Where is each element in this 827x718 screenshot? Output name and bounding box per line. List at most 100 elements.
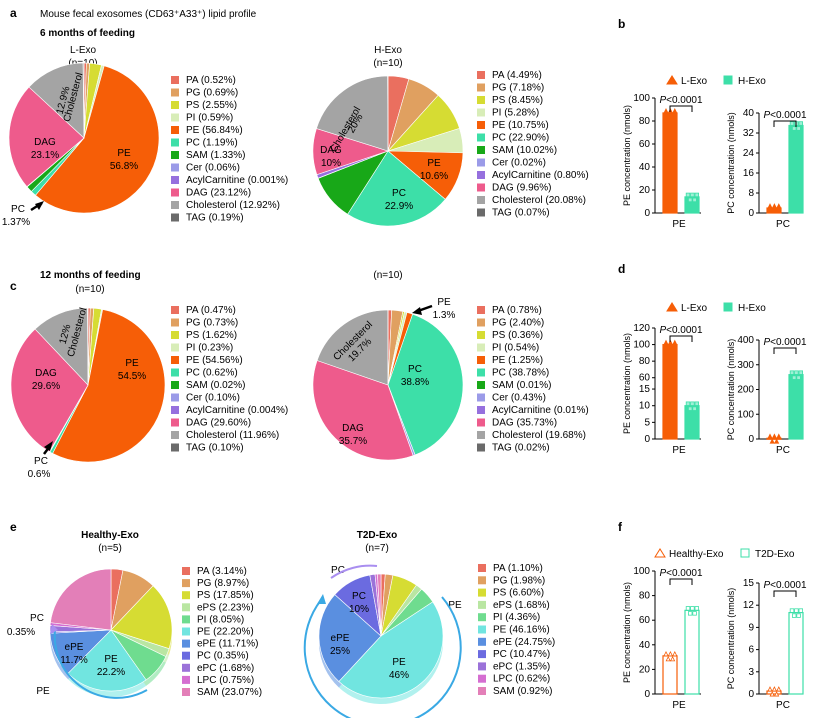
x-axis-label: PC: [776, 700, 790, 711]
pie-slice-dag: [8, 86, 85, 188]
sig-label: P<0.0001: [763, 337, 807, 348]
slice-label-pct: 35.7%: [339, 436, 367, 447]
x-axis-label: PE: [672, 445, 686, 456]
subtitle-12-months: 12 months of feeding: [40, 270, 141, 281]
legend-swatch: [478, 576, 486, 585]
legend-item: PA (1.10%): [493, 563, 543, 574]
legend-item: Cer (0.06%): [186, 163, 240, 174]
data-point: [796, 613, 801, 618]
sig-value: <0.0001: [770, 337, 807, 348]
data-point: [767, 433, 773, 439]
slice-label-pct: 23.1%: [31, 150, 59, 161]
data-point: [798, 121, 803, 126]
legend-swatch: [182, 591, 190, 600]
slice-label-pct: 38.8%: [401, 377, 429, 388]
bar-plot: 0 20 40 60 80 100 P<0.0001 PE PE concentration (…: [622, 566, 703, 711]
legend-item: Cer (0.43%): [492, 393, 546, 404]
slice-label-name: DAG: [35, 368, 57, 379]
outer-label: 0.35%: [7, 627, 35, 638]
y-tick-label: 0: [644, 434, 650, 445]
legend-item: PE (56.84%): [186, 125, 243, 136]
bar: [662, 655, 678, 695]
data-point: [692, 611, 697, 616]
legend-marker: [723, 302, 733, 312]
legend-item: LPC (0.62%): [493, 674, 550, 685]
data-point: [667, 339, 674, 345]
legend-item: PG (7.18%): [492, 83, 544, 94]
legend-item: PS (2.55%): [186, 100, 237, 111]
y-axis-label: PC concentration (nmols): [726, 339, 736, 441]
legend-swatch: [171, 318, 179, 327]
slice-label-pct: 29.6%: [32, 381, 60, 392]
legend-swatch: [478, 674, 486, 683]
legend-item: PI (4.36%): [493, 612, 540, 623]
bar-plot: 0 8 16 24 32 40 P<0.0001 PC PC concentration (nm…: [726, 108, 807, 230]
pie-slice-pc: [347, 150, 446, 227]
data-point: [798, 370, 803, 375]
n-label-healthy-exo: (n=5): [98, 543, 122, 554]
data-point: [672, 339, 678, 345]
legend-item: DAG (35.73%): [492, 418, 557, 429]
legend-swatch: [171, 331, 179, 339]
legend-item: SAM (1.33%): [186, 150, 245, 161]
data-point: [669, 344, 676, 350]
n-label-h-exo: (n=10): [373, 58, 402, 69]
y-tick-label: 40: [743, 108, 755, 119]
legend-item: Cholesterol (11.96%): [186, 430, 279, 441]
legend-item: PA (4.49%): [492, 70, 542, 81]
slice-label-pct: 1.3%: [433, 310, 456, 321]
legend-item: PS (0.36%): [492, 330, 543, 341]
figure-title: Mouse fecal exosomes (CD63⁺A33⁺) lipid p…: [40, 9, 257, 20]
group-label-healthy-exo: Healthy-Exo: [81, 530, 139, 541]
legend-swatch: [477, 393, 485, 402]
bar: [662, 112, 678, 214]
data-point: [769, 208, 775, 214]
data-point: [794, 608, 799, 613]
slice-label-name: ePE: [65, 642, 84, 653]
legend-item: ePS (1.68%): [493, 600, 550, 611]
legend-swatch: [171, 406, 179, 414]
pie-3: [312, 309, 464, 461]
legend-item: T2D-Exo: [755, 549, 795, 560]
group-label-l-exo: L-Exo: [70, 45, 97, 56]
legend-item: AcylCarnitine (0.01%): [492, 405, 589, 416]
bar: [766, 690, 782, 695]
data-point: [663, 650, 669, 657]
legend-item: Cholesterol (12.92%): [186, 200, 280, 211]
data-point: [688, 611, 693, 616]
legend-item: PS (6.60%): [493, 588, 544, 599]
sig-p: P: [659, 568, 666, 579]
bar-plot: 0 20 40 60 80 100 P<0.0001 PE PE concentration (…: [622, 93, 703, 230]
slice-label-pct: 54.5%: [118, 371, 146, 382]
subtitle-6-months: 6 months of feeding: [40, 28, 135, 39]
data-point: [663, 108, 669, 114]
y-tick-label: 100: [633, 566, 650, 577]
data-point: [767, 686, 773, 692]
legend-item: PI (5.28%): [492, 108, 539, 119]
arc-arrow-head: [50, 624, 58, 634]
y-tick-label: 200: [737, 385, 754, 396]
data-point: [694, 192, 699, 198]
x-axis-label: PE: [672, 700, 686, 711]
legend-item: PE (1.25%): [492, 355, 543, 366]
sig-p: P: [659, 95, 666, 106]
legend-swatch: [477, 146, 485, 154]
y-tick-label: 6: [748, 645, 754, 656]
panel-letter-c: c: [10, 279, 17, 293]
pie-slice-cholesterol: [28, 62, 85, 139]
legend-item: PE (54.56%): [186, 355, 243, 366]
legend-item: PG (0.69%): [186, 88, 238, 99]
slice-label-pct: 0.6%: [28, 469, 51, 480]
legend-swatch: [477, 196, 485, 204]
y-tick-label: 80: [639, 356, 651, 367]
legend-swatch: [478, 662, 486, 671]
data-point: [667, 650, 674, 657]
y-tick-label: 0: [748, 689, 754, 700]
data-point: [798, 608, 803, 613]
sig-value: <0.0001: [666, 325, 703, 336]
legend-swatch: [171, 418, 179, 427]
callout-arrow-head: [35, 201, 44, 210]
data-point: [792, 126, 797, 131]
